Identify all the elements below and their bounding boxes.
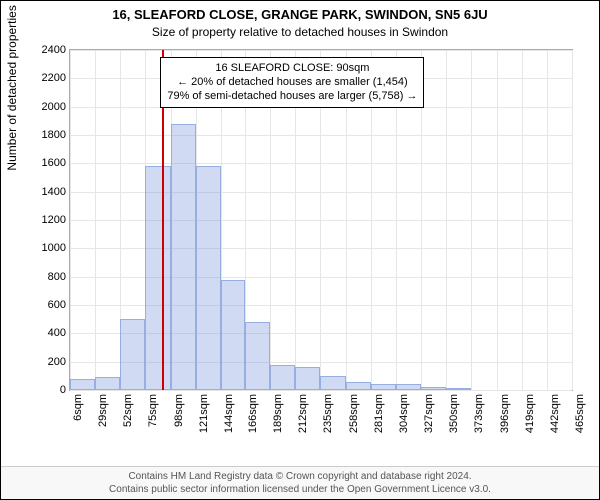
y-tick-label: 1400 [42, 186, 66, 198]
x-tick-label: 98sqm [173, 394, 185, 427]
x-tick-label: 29sqm [97, 394, 109, 427]
y-tick-label: 400 [48, 327, 66, 339]
histogram-bar [371, 384, 396, 390]
histogram-bar [396, 384, 421, 390]
histogram-bar [196, 166, 221, 390]
histogram-bar [295, 367, 320, 390]
x-tick-label: 396sqm [499, 394, 511, 433]
y-tick-label: 2400 [42, 44, 66, 56]
y-axis-label: Number of detached properties [5, 5, 19, 170]
x-tick-label: 212sqm [297, 394, 309, 433]
gridline-v [471, 50, 472, 390]
histogram-bar [346, 382, 371, 391]
x-tick-label: 121sqm [198, 394, 210, 433]
y-tick-label: 1000 [42, 242, 66, 254]
histogram-bar [120, 319, 145, 390]
x-tick-label: 350sqm [448, 394, 460, 433]
plot-area: 0200400600800100012001400160018002000220… [69, 49, 573, 391]
histogram-bar [221, 280, 245, 391]
x-tick-label: 304sqm [398, 394, 410, 433]
histogram-bar [446, 388, 471, 390]
gridline-v [497, 50, 498, 390]
annotation-line3: 79% of semi-detached houses are larger (… [167, 90, 417, 102]
gridline-v [446, 50, 447, 390]
histogram-bar [95, 377, 120, 390]
y-tick-label: 1600 [42, 157, 66, 169]
chart-container: 16, SLEAFORD CLOSE, GRANGE PARK, SWINDON… [0, 0, 600, 500]
histogram-bar [421, 387, 446, 390]
gridline-v [70, 50, 71, 390]
histogram-bar [171, 124, 196, 390]
x-tick-label: 281sqm [373, 394, 385, 433]
histogram-bar [70, 379, 95, 390]
histogram-bar [145, 166, 170, 390]
x-tick-label: 235sqm [322, 394, 334, 433]
x-tick-label: 327sqm [423, 394, 435, 433]
x-tick-label: 465sqm [574, 394, 586, 433]
y-tick-label: 600 [48, 299, 66, 311]
annotation-box: 16 SLEAFORD CLOSE: 90sqm ← 20% of detache… [160, 57, 424, 108]
annotation-line1: 16 SLEAFORD CLOSE: 90sqm [215, 62, 369, 74]
histogram-bar [270, 365, 295, 391]
x-tick-label: 373sqm [473, 394, 485, 433]
y-tick-label: 2000 [42, 101, 66, 113]
x-tick-label: 258sqm [348, 394, 360, 433]
copyright-line2: Contains public sector information licen… [109, 484, 491, 495]
x-tick-label: 419sqm [524, 394, 536, 433]
x-tick-label: 52sqm [122, 394, 134, 427]
x-tick-label: 75sqm [147, 394, 159, 427]
chart-title: 16, SLEAFORD CLOSE, GRANGE PARK, SWINDON… [1, 7, 599, 22]
chart-subtitle: Size of property relative to detached ho… [1, 25, 599, 39]
gridline-v [522, 50, 523, 390]
histogram-bar [320, 376, 345, 390]
x-tick-label: 166sqm [247, 394, 259, 433]
gridline-v [95, 50, 96, 390]
gridline-h [70, 390, 572, 391]
x-tick-label: 189sqm [272, 394, 284, 433]
histogram-bar [245, 322, 270, 390]
annotation-line2: ← 20% of detached houses are smaller (1,… [177, 76, 408, 88]
y-tick-label: 1200 [42, 214, 66, 226]
y-tick-label: 2200 [42, 72, 66, 84]
y-tick-label: 800 [48, 271, 66, 283]
gridline-v [572, 50, 573, 390]
copyright-notice: Contains HM Land Registry data © Crown c… [1, 466, 599, 499]
y-tick-label: 1800 [42, 129, 66, 141]
y-tick-label: 0 [60, 384, 66, 396]
x-tick-label: 144sqm [223, 394, 235, 433]
gridline-v [547, 50, 548, 390]
y-tick-label: 200 [48, 356, 66, 368]
x-tick-label: 6sqm [72, 394, 84, 421]
x-tick-label: 442sqm [549, 394, 561, 433]
copyright-line1: Contains HM Land Registry data © Crown c… [128, 471, 471, 482]
